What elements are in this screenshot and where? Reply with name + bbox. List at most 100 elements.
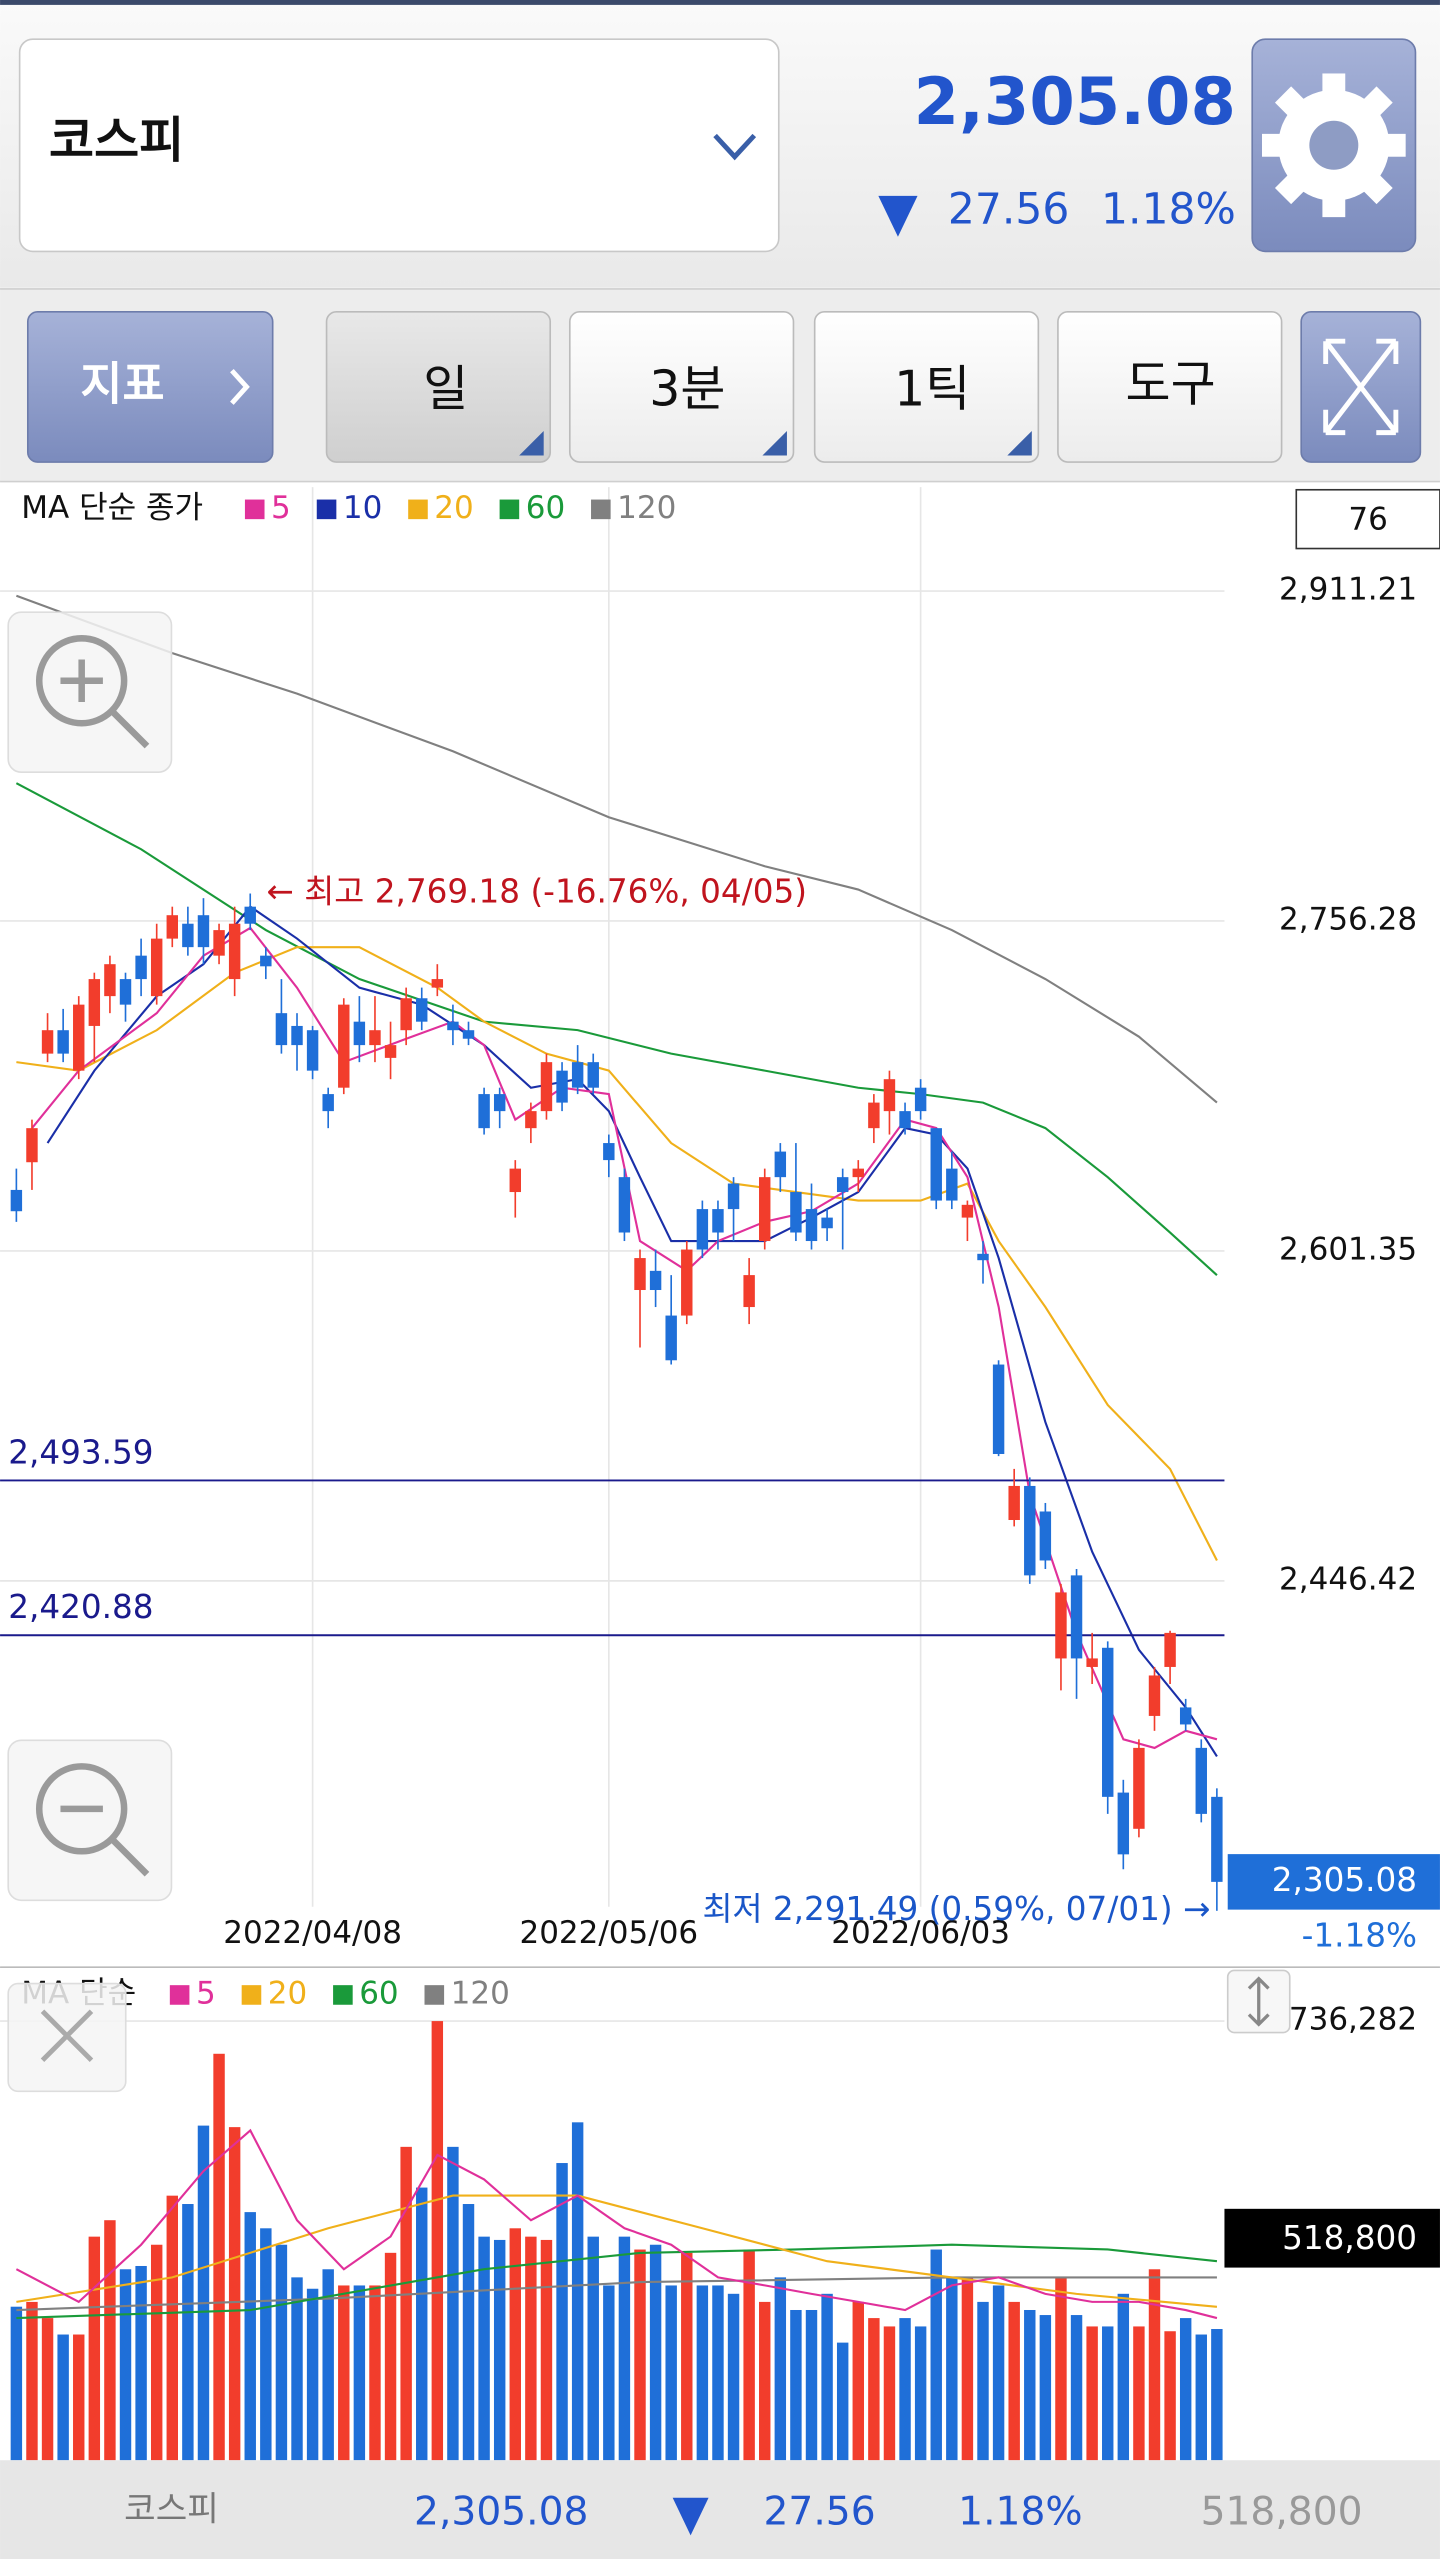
volume-bar — [805, 2309, 818, 2461]
candle-body — [556, 1070, 568, 1103]
volume-bar — [556, 2163, 568, 2461]
volume-bar — [1179, 2318, 1192, 2461]
current-price-label: 2,305.08 — [1272, 1861, 1417, 1899]
footer-bg — [0, 2460, 1440, 2559]
candle-body — [291, 1025, 303, 1046]
expand-button[interactable] — [1300, 310, 1422, 463]
volume-bar — [509, 2228, 521, 2461]
candle-body — [821, 1217, 833, 1229]
volume-bar — [260, 2228, 272, 2461]
down-arrow — [878, 195, 918, 237]
candle-body — [197, 915, 210, 948]
y-tick-label: 2,911.21 — [1279, 572, 1417, 608]
candle-body — [899, 1111, 911, 1129]
volume-bar — [1086, 2326, 1098, 2461]
indicator-button[interactable]: 지표 — [26, 310, 274, 463]
candle-body — [1195, 1747, 1207, 1814]
interval-button[interactable]: 3분 — [568, 310, 795, 463]
candle-body — [914, 1087, 927, 1112]
zoom-in-button[interactable] — [7, 611, 173, 774]
indicator-chevron — [230, 368, 250, 405]
candle-body — [416, 998, 428, 1022]
volume-bar — [1024, 2309, 1036, 2461]
legend-swatch — [591, 499, 611, 520]
low-annotation: 최저 2,291.49 (0.59%, 07/01) → — [702, 1890, 1210, 1928]
resize-button[interactable] — [1226, 1969, 1291, 2034]
select-box[interactable] — [18, 38, 780, 253]
footer-title: 코스피 — [124, 2489, 219, 2529]
volume-bar — [836, 2342, 849, 2461]
volume-bar — [603, 2285, 615, 2461]
close-panel-button[interactable] — [7, 1982, 127, 2093]
close-icon — [40, 2009, 94, 2062]
candle-body — [462, 1030, 475, 1039]
volume-bar — [774, 2277, 787, 2461]
candle-body — [883, 1079, 896, 1112]
volume-bar — [197, 2125, 210, 2461]
legend-swatch — [333, 1985, 353, 2005]
x-tick-label: 2022/04/08 — [223, 1915, 402, 1951]
volume-bar — [166, 2195, 178, 2461]
gear-icon — [1262, 73, 1406, 218]
zoom-out-button[interactable] — [7, 1739, 173, 1902]
candle-body — [603, 1143, 615, 1161]
legend-label: 20 — [434, 490, 473, 526]
candle-body — [1117, 1792, 1130, 1855]
market-select[interactable]: 코스피 — [18, 38, 780, 253]
candle-body — [431, 979, 444, 988]
volume-bar — [571, 2122, 584, 2461]
candle-body — [805, 1209, 818, 1242]
volume-current-label: 518,800 — [1282, 2219, 1417, 2257]
candle-body — [1211, 1796, 1223, 1882]
tick-bg[interactable] — [813, 310, 1040, 463]
candle-body — [244, 906, 256, 924]
candle-body — [1008, 1485, 1020, 1521]
period-bg[interactable] — [325, 310, 552, 463]
candle-body — [73, 1004, 85, 1071]
candle-body — [447, 1021, 459, 1031]
volume-bar — [353, 2285, 366, 2461]
volume-bar — [10, 2306, 23, 2461]
legend-label: 120 — [451, 1975, 510, 2011]
volume-bar — [883, 2326, 896, 2461]
interval-bg[interactable] — [568, 310, 795, 463]
candle-body — [182, 923, 194, 948]
candle-body — [369, 1030, 381, 1046]
tools-bg[interactable] — [1057, 310, 1283, 463]
candle-body — [743, 1275, 755, 1308]
current-change-label: -1.18% — [1302, 1916, 1417, 1954]
candle-body — [509, 1168, 521, 1193]
top-border — [0, 0, 1440, 5]
volume-bar — [57, 2334, 69, 2461]
footer-down-arrow — [672, 2497, 709, 2536]
volume-bar — [790, 2309, 802, 2461]
volume-bar — [914, 2326, 927, 2461]
candle-body — [338, 1004, 350, 1088]
tools-button[interactable]: 도구 — [1057, 310, 1283, 463]
legend-label: 60 — [526, 490, 565, 526]
candle-body — [353, 1021, 366, 1046]
volume-bar — [400, 2146, 412, 2461]
candle-body — [634, 1258, 646, 1291]
volume-bar — [478, 2236, 490, 2461]
volume-bar — [338, 2285, 350, 2461]
candle-body — [41, 1030, 54, 1054]
magnifier — [35, 635, 128, 727]
settings-button[interactable] — [1251, 38, 1417, 253]
candle-body — [712, 1209, 724, 1233]
footer-change-pct: 1.18% — [958, 2490, 1082, 2535]
volume-bar — [291, 2277, 303, 2461]
indicator-bg[interactable] — [26, 310, 274, 463]
ma-line — [46, 905, 1218, 1758]
tick-button[interactable]: 1틱 — [813, 310, 1040, 463]
volume-bar — [743, 2249, 755, 2461]
candle-body — [119, 979, 132, 1005]
volume-bar — [899, 2318, 911, 2461]
candle-body — [135, 955, 147, 980]
ma-line — [16, 2194, 1218, 2308]
candle-body — [1070, 1575, 1083, 1659]
candle-body — [104, 964, 116, 997]
period-button[interactable]: 일 — [325, 310, 552, 463]
